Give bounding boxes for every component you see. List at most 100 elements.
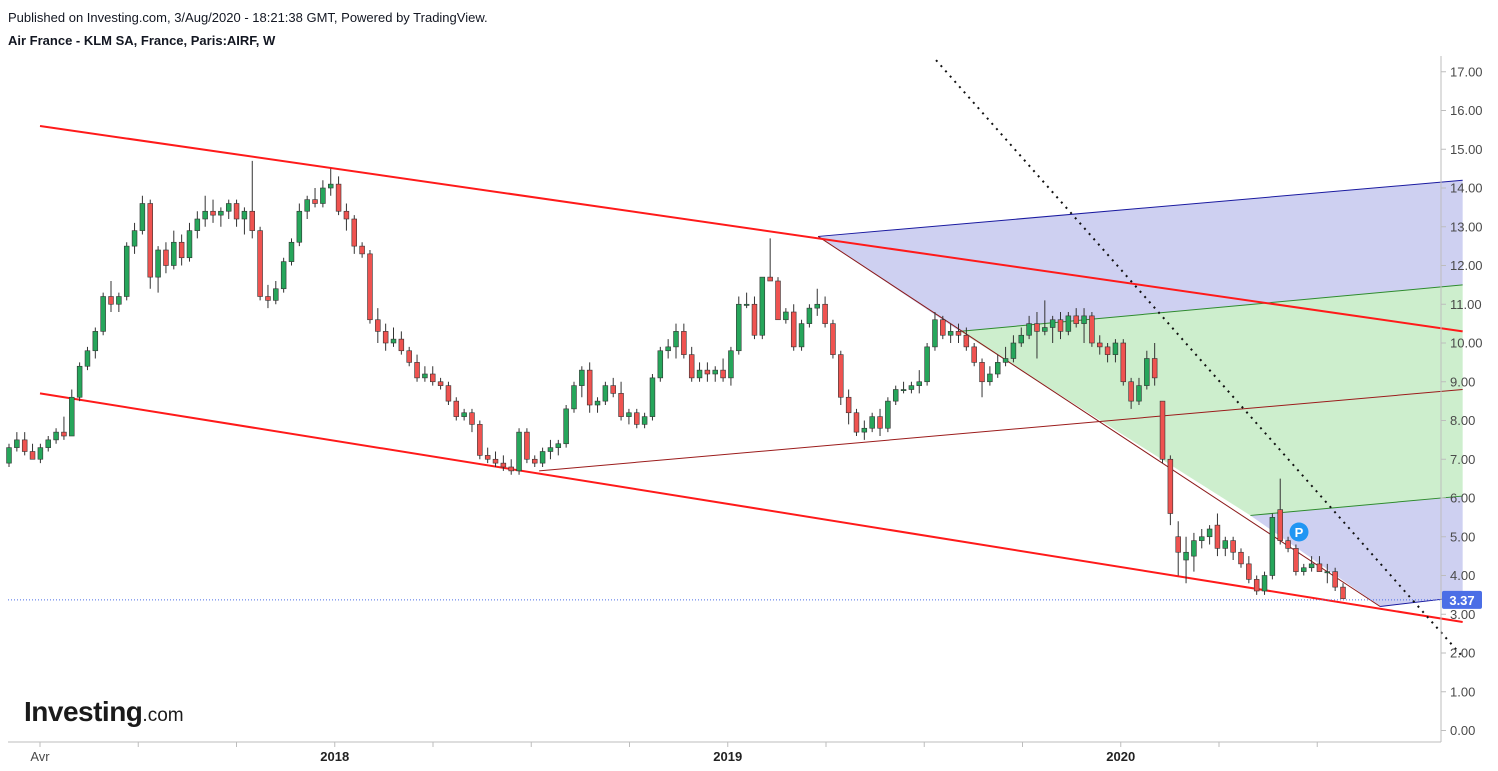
candle[interactable] bbox=[430, 366, 436, 386]
candle[interactable] bbox=[681, 323, 687, 359]
candle[interactable] bbox=[367, 250, 373, 324]
candle[interactable] bbox=[1089, 312, 1095, 347]
candle[interactable] bbox=[641, 412, 648, 429]
candle[interactable] bbox=[296, 203, 303, 247]
candle[interactable] bbox=[76, 362, 83, 402]
candle[interactable] bbox=[971, 343, 977, 367]
candle[interactable] bbox=[1167, 455, 1174, 526]
candle[interactable] bbox=[1026, 315, 1032, 340]
candle[interactable] bbox=[1128, 377, 1134, 409]
candle[interactable] bbox=[382, 323, 389, 351]
candle[interactable] bbox=[1136, 377, 1142, 405]
candle[interactable] bbox=[759, 276, 766, 340]
candle[interactable] bbox=[155, 246, 161, 293]
channel-lower-line[interactable] bbox=[39, 392, 1463, 623]
candle[interactable] bbox=[249, 160, 255, 239]
candle[interactable] bbox=[869, 412, 875, 433]
candle[interactable] bbox=[673, 323, 679, 359]
candle[interactable] bbox=[861, 420, 868, 440]
candle[interactable] bbox=[790, 304, 797, 351]
candle[interactable] bbox=[1144, 350, 1150, 390]
candle[interactable] bbox=[351, 215, 358, 254]
candle[interactable] bbox=[288, 238, 295, 266]
pitchfork-upper-inner-line[interactable] bbox=[959, 284, 1463, 332]
candle[interactable] bbox=[704, 362, 711, 382]
candle[interactable] bbox=[1034, 312, 1040, 359]
candle[interactable] bbox=[508, 459, 514, 475]
candle[interactable] bbox=[1206, 525, 1213, 545]
candle[interactable] bbox=[21, 432, 28, 456]
candle[interactable] bbox=[37, 443, 44, 464]
candle[interactable] bbox=[414, 354, 420, 382]
pitchfork-lower-inner-line[interactable] bbox=[1250, 495, 1463, 516]
candle[interactable] bbox=[422, 366, 428, 382]
candle[interactable] bbox=[1081, 308, 1087, 343]
candle[interactable] bbox=[602, 381, 609, 405]
candle[interactable] bbox=[1199, 529, 1205, 549]
candle[interactable] bbox=[885, 397, 891, 433]
candle[interactable] bbox=[265, 284, 271, 309]
candle[interactable] bbox=[108, 281, 114, 312]
candle[interactable] bbox=[783, 308, 789, 324]
candle[interactable] bbox=[838, 350, 844, 405]
candle[interactable] bbox=[916, 370, 922, 394]
candle[interactable] bbox=[1301, 563, 1307, 576]
candle[interactable] bbox=[1222, 536, 1229, 557]
candle[interactable] bbox=[798, 319, 805, 351]
candle[interactable] bbox=[563, 405, 569, 448]
candle[interactable] bbox=[1159, 400, 1166, 464]
candle[interactable] bbox=[524, 428, 530, 464]
candle[interactable] bbox=[304, 195, 310, 219]
candle[interactable] bbox=[1332, 567, 1338, 591]
channel-upper-line[interactable] bbox=[39, 125, 1463, 333]
candle[interactable] bbox=[116, 292, 122, 312]
candle[interactable] bbox=[940, 315, 946, 340]
candle[interactable] bbox=[720, 358, 726, 382]
candle[interactable] bbox=[767, 238, 773, 282]
candle[interactable] bbox=[1191, 532, 1197, 572]
candle[interactable] bbox=[900, 381, 907, 394]
candle[interactable] bbox=[469, 408, 475, 433]
candle[interactable] bbox=[202, 195, 208, 227]
candle[interactable] bbox=[1308, 556, 1315, 572]
candle[interactable] bbox=[665, 339, 671, 359]
candle[interactable] bbox=[1324, 563, 1331, 584]
candle[interactable] bbox=[806, 304, 813, 328]
candle[interactable] bbox=[736, 296, 742, 355]
candle[interactable] bbox=[728, 346, 734, 386]
candle[interactable] bbox=[163, 242, 169, 274]
candle[interactable] bbox=[1293, 544, 1299, 576]
candle[interactable] bbox=[1230, 536, 1236, 560]
candle[interactable] bbox=[225, 199, 232, 219]
candle[interactable] bbox=[1316, 556, 1323, 572]
candle[interactable] bbox=[688, 346, 695, 382]
candle[interactable] bbox=[359, 242, 365, 258]
candle[interactable] bbox=[178, 234, 185, 266]
candle[interactable] bbox=[830, 319, 836, 359]
candle[interactable] bbox=[1057, 312, 1064, 340]
candle[interactable] bbox=[257, 226, 263, 301]
candle[interactable] bbox=[539, 447, 546, 467]
candle[interactable] bbox=[453, 397, 460, 421]
candle[interactable] bbox=[53, 428, 59, 444]
candle[interactable] bbox=[390, 327, 397, 347]
candle[interactable] bbox=[963, 327, 970, 351]
candle[interactable] bbox=[280, 257, 287, 293]
candle[interactable] bbox=[822, 296, 828, 328]
candle[interactable] bbox=[61, 416, 67, 440]
candle[interactable] bbox=[437, 377, 444, 390]
candle[interactable] bbox=[618, 381, 624, 421]
candle[interactable] bbox=[532, 455, 538, 467]
pitchfork-median-line[interactable] bbox=[539, 389, 1463, 472]
candle[interactable] bbox=[877, 408, 883, 436]
candle[interactable] bbox=[500, 455, 507, 471]
candle[interactable] bbox=[1042, 300, 1048, 336]
candle[interactable] bbox=[1285, 536, 1291, 553]
candle[interactable] bbox=[649, 374, 656, 421]
candle[interactable] bbox=[610, 377, 616, 398]
candle[interactable] bbox=[994, 354, 1001, 378]
candle[interactable] bbox=[241, 207, 248, 235]
candle[interactable] bbox=[461, 408, 467, 421]
candle[interactable] bbox=[1120, 339, 1127, 386]
